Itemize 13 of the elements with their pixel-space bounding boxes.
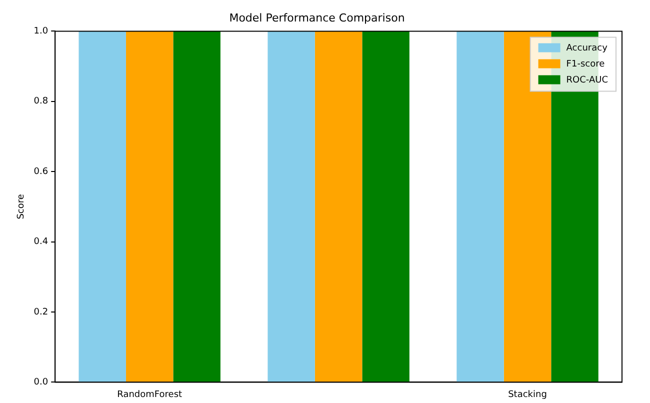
y-tick-label: 0.8: [34, 96, 48, 107]
x-tick-label: Stacking: [508, 390, 547, 400]
chart-title: Model Performance Comparison: [229, 11, 405, 24]
legend-label: ROC-AUC: [566, 76, 608, 86]
y-tick-label: 1.0: [34, 26, 48, 37]
y-tick-label: 0.4: [34, 237, 48, 248]
legend-label: F1-score: [566, 60, 606, 70]
y-axis-title: Score: [16, 194, 27, 220]
y-tick-label: 0.0: [34, 378, 48, 388]
legend-label: Accuracy: [566, 44, 608, 54]
x-tick-label: RandomForest: [117, 390, 182, 400]
y-tick-label: 0.6: [34, 166, 48, 177]
y-tick-label: 0.2: [34, 307, 48, 318]
